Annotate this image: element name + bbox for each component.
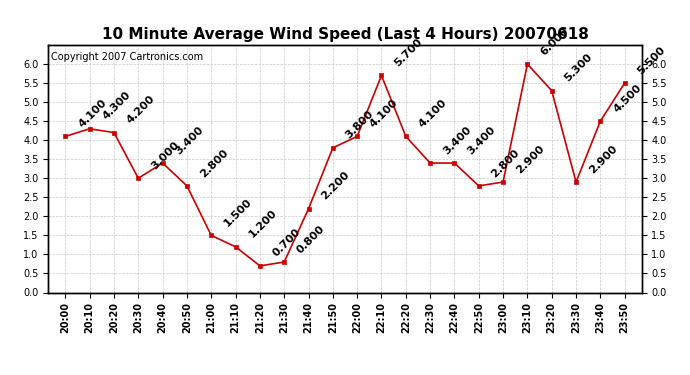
- Text: 4.200: 4.200: [125, 94, 157, 126]
- Text: 5.500: 5.500: [635, 45, 667, 76]
- Text: Copyright 2007 Cartronics.com: Copyright 2007 Cartronics.com: [51, 53, 204, 62]
- Text: 2.900: 2.900: [514, 143, 546, 175]
- Text: 3.400: 3.400: [441, 124, 473, 156]
- Text: 5.700: 5.700: [393, 37, 424, 69]
- Text: 0.800: 0.800: [295, 224, 327, 255]
- Text: 1.200: 1.200: [246, 208, 279, 240]
- Text: 2.200: 2.200: [319, 170, 351, 202]
- Text: 5.300: 5.300: [563, 52, 595, 84]
- Text: 3.400: 3.400: [466, 124, 497, 156]
- Text: 6.000: 6.000: [538, 25, 571, 57]
- Text: 4.500: 4.500: [611, 82, 643, 114]
- Title: 10 Minute Average Wind Speed (Last 4 Hours) 20070618: 10 Minute Average Wind Speed (Last 4 Hou…: [101, 27, 589, 42]
- Text: 4.100: 4.100: [77, 98, 108, 129]
- Text: 1.500: 1.500: [222, 197, 254, 228]
- Text: 3.000: 3.000: [150, 140, 181, 171]
- Text: 2.800: 2.800: [490, 147, 522, 179]
- Text: 4.100: 4.100: [417, 98, 448, 129]
- Text: 2.800: 2.800: [198, 147, 230, 179]
- Text: 3.400: 3.400: [174, 124, 206, 156]
- Text: 4.300: 4.300: [101, 90, 132, 122]
- Text: 3.800: 3.800: [344, 109, 375, 141]
- Text: 0.700: 0.700: [271, 227, 303, 259]
- Text: 2.900: 2.900: [587, 143, 619, 175]
- Text: 4.100: 4.100: [368, 98, 400, 129]
